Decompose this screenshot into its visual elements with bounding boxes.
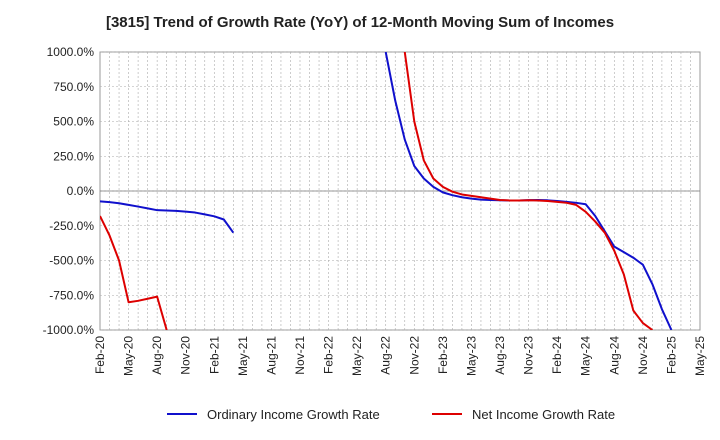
x-tick-label: May-23 xyxy=(464,336,478,376)
x-tick-label: May-22 xyxy=(350,336,364,376)
x-tick-label: Aug-20 xyxy=(150,336,164,375)
x-tick-label: Feb-24 xyxy=(550,336,564,374)
series-line xyxy=(100,215,168,330)
legend-label: Ordinary Income Growth Rate xyxy=(207,407,380,422)
x-tick-label: Feb-22 xyxy=(322,336,336,374)
legend-label: Net Income Growth Rate xyxy=(472,407,615,422)
x-tick-label: Nov-24 xyxy=(636,336,650,375)
y-tick-label: 500.0% xyxy=(53,115,94,129)
chart-title: [3815] Trend of Growth Rate (YoY) of 12-… xyxy=(105,14,615,31)
x-tick-label: Aug-24 xyxy=(607,336,621,375)
x-tick-label: May-21 xyxy=(236,336,250,376)
y-tick-label: -250.0% xyxy=(49,219,94,233)
x-tick-label: Feb-20 xyxy=(93,336,107,374)
x-tick-label: Aug-21 xyxy=(264,336,278,375)
y-tick-label: 750.0% xyxy=(53,80,94,94)
y-tick-label: -500.0% xyxy=(49,254,94,268)
y-tick-label: 1000.0% xyxy=(47,45,95,59)
y-tick-label: -750.0% xyxy=(49,288,94,302)
x-tick-label: May-20 xyxy=(122,336,136,376)
y-tick-label: -1000.0% xyxy=(43,323,95,337)
x-tick-label: Nov-21 xyxy=(293,336,307,375)
legend-layer: Ordinary Income Growth Rate Net Income Gr… xyxy=(167,407,615,422)
axis-layer: 1000.0% 750.0% 500.0% 250.0% 0.0% -250.0% -500… xyxy=(43,45,707,376)
x-tick-label: May-24 xyxy=(579,336,593,376)
x-tick-label: Feb-23 xyxy=(436,336,450,374)
x-tick-label: Aug-22 xyxy=(379,336,393,375)
x-tick-label: Feb-25 xyxy=(664,336,678,374)
x-tick-label: Nov-22 xyxy=(407,336,421,375)
x-tick-label: Nov-23 xyxy=(522,336,536,375)
series-line xyxy=(100,200,235,234)
y-tick-label: 0.0% xyxy=(67,184,95,198)
series-line xyxy=(403,52,653,330)
y-tick-label: 250.0% xyxy=(53,149,94,163)
x-tick-label: May-25 xyxy=(693,336,707,376)
grid-layer xyxy=(99,51,701,331)
series-layer xyxy=(100,52,673,330)
x-tick-label: Aug-23 xyxy=(493,336,507,375)
x-tick-label: Feb-21 xyxy=(207,336,221,374)
x-tick-label: Nov-20 xyxy=(179,336,193,375)
